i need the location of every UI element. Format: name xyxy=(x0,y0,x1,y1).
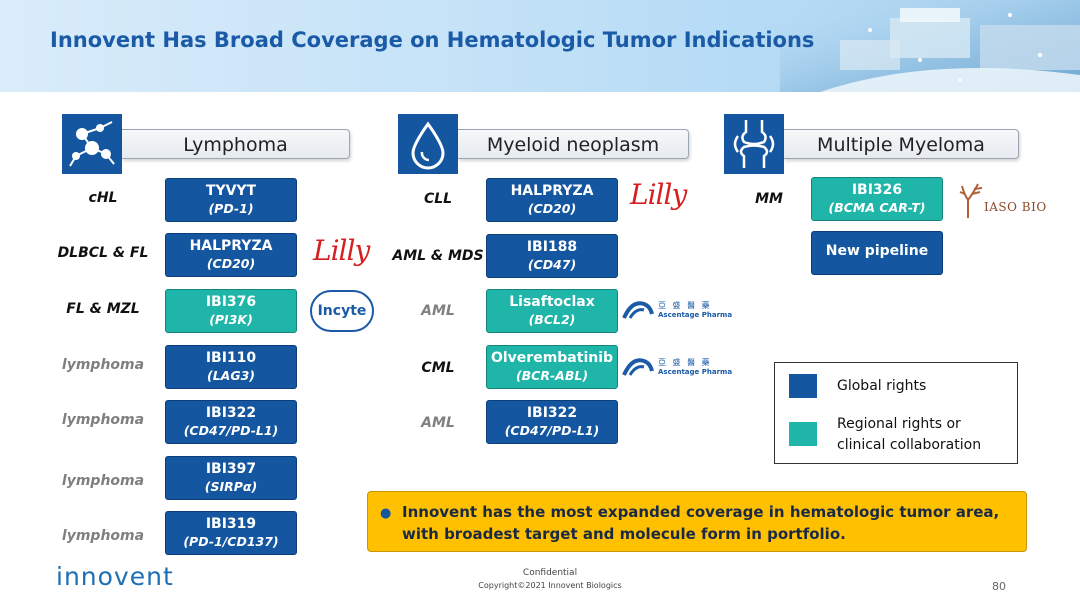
drug-ibi376-box: IBI376 (PI3K) xyxy=(165,289,297,333)
drug-target: (PD-1) xyxy=(208,201,254,216)
legend-box: Global rights Regional rights or clinica… xyxy=(774,362,1018,464)
drug-name: IBI319 xyxy=(205,516,257,532)
legend-swatch-regional xyxy=(789,422,817,446)
legend-swatch-global xyxy=(789,374,817,398)
drug-lisaftoclax-box: Lisaftoclax (BCL2) xyxy=(486,289,618,333)
key-message-callout: ● Innovent has the most expanded coverag… xyxy=(367,491,1027,552)
ascentage-cn: 亞 盛 醫 藥 xyxy=(658,301,712,310)
incyte-logo: Incyte xyxy=(310,290,374,332)
drug-target: (CD20) xyxy=(527,201,577,216)
drug-name: IBI322 xyxy=(526,405,578,421)
drug-name: IBI110 xyxy=(205,350,257,366)
callout-text: Innovent has the most expanded coverage … xyxy=(402,501,1022,545)
bullet-icon: ● xyxy=(380,506,392,521)
ascentage-cn: 亞 盛 醫 藥 xyxy=(658,358,712,367)
building-photo-decoration xyxy=(780,0,1080,92)
indication-label: lymphoma xyxy=(61,357,145,373)
section-label-myeloid: Myeloid neoplasm xyxy=(458,129,689,159)
drug-target: (CD47/PD-L1) xyxy=(183,423,279,438)
ascentage-en: Ascentage Pharma xyxy=(658,311,733,319)
legend-label-regional-1: Regional rights or xyxy=(837,416,961,432)
drug-name: New pipeline xyxy=(825,243,929,259)
antler-icon xyxy=(959,183,983,218)
drug-ibi110-box: IBI110 (LAG3) xyxy=(165,345,297,389)
ascentage-en: Ascentage Pharma xyxy=(658,368,733,376)
drug-halpryza-box: HALPRYZA (CD20) xyxy=(165,233,297,277)
drug-target: (PD-1/CD137) xyxy=(183,534,279,549)
lilly-logo: Lilly xyxy=(313,234,370,267)
drug-name: IBI188 xyxy=(526,239,578,255)
indication-label: CML xyxy=(421,360,455,376)
indication-label: lymphoma xyxy=(61,412,145,428)
drug-name: IBI322 xyxy=(205,405,257,421)
callout-line-2: with broadest target and molecule form i… xyxy=(402,525,846,543)
drug-ibi322-box: IBI322 (CD47/PD-L1) xyxy=(486,400,618,444)
drug-halpryza-box: HALPRYZA (CD20) xyxy=(486,178,618,222)
copyright-text: Copyright©2021 Innovent Biologics xyxy=(478,581,622,590)
section-label-lymphoma: Lymphoma xyxy=(122,129,350,159)
drug-name: Olverembatinib xyxy=(490,350,614,366)
indication-label: CLL xyxy=(423,191,453,207)
lymphocyte-icon xyxy=(62,114,122,174)
drug-olverembatinib-box: Olverembatinib (BCR-ABL) xyxy=(486,345,618,389)
drug-target: (BCL2) xyxy=(528,312,576,327)
indication-label: FL & MZL xyxy=(66,301,140,317)
iaso-bio-text: IASO BIO xyxy=(984,200,1047,214)
drug-ibi326-box: IBI326 (BCMA CAR-T) xyxy=(811,177,943,221)
indication-label: DLBCL & FL xyxy=(57,245,149,261)
drug-ibi319-box: IBI319 (PD-1/CD137) xyxy=(165,511,297,555)
drug-ibi188-box: IBI188 (CD47) xyxy=(486,234,618,278)
drug-target: (LAG3) xyxy=(206,368,256,383)
page-number: 80 xyxy=(992,580,1006,593)
drug-new-pipeline-box: New pipeline xyxy=(811,231,943,275)
drug-name: Lisaftoclax xyxy=(509,294,595,310)
callout-line-1: Innovent has the most expanded coverage … xyxy=(402,503,1000,521)
drug-name: IBI376 xyxy=(205,294,257,310)
droplet-icon xyxy=(398,114,458,174)
drug-target: (CD47) xyxy=(527,257,577,272)
drug-tyvyt-box: TYVYT (PD-1) xyxy=(165,178,297,222)
drug-target: (CD47/PD-L1) xyxy=(504,423,600,438)
drug-target: (CD20) xyxy=(206,256,256,271)
incyte-logo-text: Incyte xyxy=(317,303,367,319)
drug-name: IBI326 xyxy=(851,182,903,198)
indication-label: AML xyxy=(421,303,455,319)
indication-label: AML xyxy=(421,415,455,431)
page-title: Innovent Has Broad Coverage on Hematolog… xyxy=(50,28,815,52)
legend-label-global: Global rights xyxy=(837,378,927,394)
indication-label: MM xyxy=(755,191,783,207)
drug-name: HALPRYZA xyxy=(189,238,273,254)
drug-ibi322-box: IBI322 (CD47/PD-L1) xyxy=(165,400,297,444)
indication-label: lymphoma xyxy=(61,528,145,544)
drug-name: TYVYT xyxy=(205,183,257,199)
lilly-logo: Lilly xyxy=(630,178,687,211)
drug-name: HALPRYZA xyxy=(510,183,594,199)
ascentage-mark-icon xyxy=(622,301,654,319)
ascentage-mark-icon xyxy=(622,358,654,376)
header-banner: Innovent Has Broad Coverage on Hematolog… xyxy=(0,0,1080,92)
drug-target: (SIRPα) xyxy=(204,479,258,494)
indication-label: cHL xyxy=(88,190,118,206)
legend-label-regional-2: clinical collaboration xyxy=(837,437,982,453)
confidential-label: Confidential xyxy=(522,568,578,578)
drug-target: (BCMA CAR-T) xyxy=(828,200,926,215)
bone-joint-icon xyxy=(724,114,784,174)
indication-label: lymphoma xyxy=(61,473,145,489)
innovent-logo: innovent xyxy=(56,562,174,591)
drug-name: IBI397 xyxy=(205,461,257,477)
drug-target: (PI3K) xyxy=(209,312,253,327)
indication-label: AML & MDS xyxy=(392,248,484,264)
section-label-myeloma: Multiple Myeloma xyxy=(784,129,1019,159)
drug-ibi397-box: IBI397 (SIRPα) xyxy=(165,456,297,500)
drug-target: (BCR-ABL) xyxy=(515,368,589,383)
